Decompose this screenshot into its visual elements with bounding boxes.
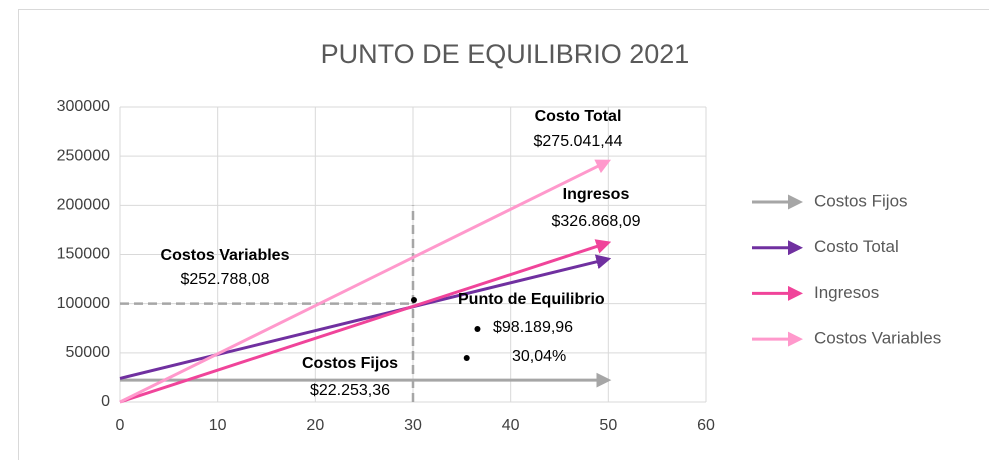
y-tick-label: 300000 <box>57 98 110 115</box>
series-line <box>119 159 612 404</box>
series-line <box>119 239 612 404</box>
x-tick-label: 30 <box>404 417 422 434</box>
marker-point <box>410 297 417 304</box>
annotation: $22.253,36 <box>310 382 390 399</box>
y-tick-label: 50000 <box>66 344 111 361</box>
annotation: $252.788,08 <box>181 271 270 288</box>
legend-label: Ingresos <box>814 283 879 302</box>
y-tick-label: 100000 <box>57 295 110 312</box>
y-tick-label: 150000 <box>57 246 110 263</box>
annotation: Costos Variables <box>161 247 290 264</box>
annotation: Ingresos <box>563 186 630 203</box>
annotation: $98.189,96 <box>493 319 573 336</box>
legend-label: Costos Fijos <box>814 191 908 210</box>
chart-frame <box>18 9 989 460</box>
x-tick-label: 50 <box>599 417 617 434</box>
y-tick-label: 0 <box>101 393 110 410</box>
annotation: Costos Fijos <box>302 355 398 372</box>
legend-label: Costos Variables <box>814 329 941 348</box>
annotation: $275.041,44 <box>534 133 623 150</box>
x-tick-label: 40 <box>502 417 520 434</box>
series-line <box>119 254 612 380</box>
x-tick-label: 20 <box>306 417 324 434</box>
annotation: Punto de Equilibrio <box>458 291 605 308</box>
x-tick-label: 0 <box>116 417 125 434</box>
marker-point <box>474 326 481 333</box>
chart-title: PUNTO DE EQUILIBRIO 2021 <box>321 39 690 69</box>
x-tick-label: 10 <box>209 417 227 434</box>
marker-point <box>463 355 470 362</box>
x-tick-label: 60 <box>697 417 715 434</box>
annotation: 30,04% <box>512 348 566 365</box>
y-tick-label: 200000 <box>57 197 110 214</box>
annotation: Costo Total <box>535 108 622 125</box>
annotation: $326.868,09 <box>552 213 641 230</box>
legend-label: Costo Total <box>814 237 899 256</box>
y-tick-label: 250000 <box>57 147 110 164</box>
